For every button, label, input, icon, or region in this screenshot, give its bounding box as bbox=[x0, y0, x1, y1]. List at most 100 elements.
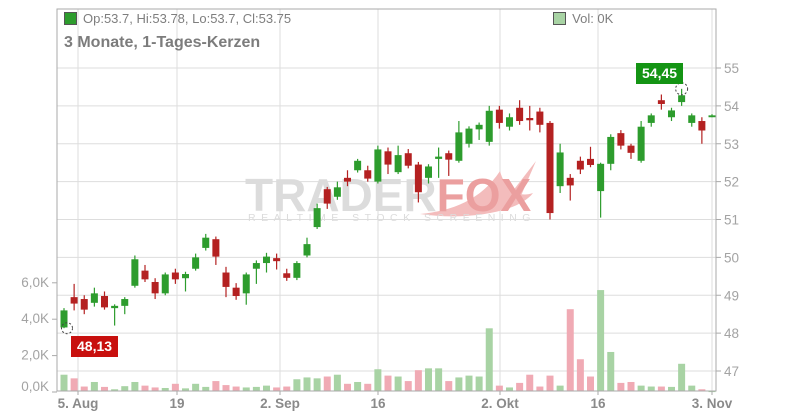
candle[interactable] bbox=[637, 126, 645, 161]
candle[interactable] bbox=[688, 115, 696, 123]
candle[interactable] bbox=[647, 115, 655, 123]
volume-bar[interactable] bbox=[657, 386, 665, 391]
candle[interactable] bbox=[536, 111, 544, 125]
volume-bar[interactable] bbox=[364, 383, 372, 391]
volume-bar[interactable] bbox=[182, 388, 189, 391]
candle[interactable] bbox=[313, 208, 321, 228]
volume-bar[interactable] bbox=[313, 378, 321, 391]
volume-bar[interactable] bbox=[374, 369, 382, 391]
candle[interactable] bbox=[445, 153, 453, 160]
volume-bar[interactable] bbox=[151, 387, 159, 391]
volume-bar[interactable] bbox=[414, 370, 422, 391]
volume-bar[interactable] bbox=[465, 375, 473, 391]
candle[interactable] bbox=[273, 258, 281, 262]
candle[interactable] bbox=[526, 117, 534, 121]
volume-bar[interactable] bbox=[627, 381, 635, 391]
candle[interactable] bbox=[657, 100, 665, 104]
volume-bar[interactable] bbox=[384, 375, 392, 391]
candle[interactable] bbox=[202, 237, 210, 248]
candle[interactable] bbox=[141, 270, 149, 280]
volume-bar[interactable] bbox=[536, 386, 544, 391]
volume-bar[interactable] bbox=[60, 374, 68, 391]
volume-bar[interactable] bbox=[242, 387, 250, 391]
volume-bar[interactable] bbox=[556, 385, 564, 391]
candle[interactable] bbox=[263, 256, 270, 264]
volume-bar[interactable] bbox=[566, 309, 574, 391]
candle[interactable] bbox=[192, 257, 200, 269]
volume-bar[interactable] bbox=[131, 381, 139, 391]
volume-bar[interactable] bbox=[668, 386, 675, 391]
volume-bar[interactable] bbox=[90, 381, 98, 391]
candle[interactable] bbox=[475, 124, 483, 130]
volume-bar[interactable] bbox=[485, 328, 493, 391]
candle[interactable] bbox=[566, 177, 574, 186]
volume-bar[interactable] bbox=[435, 368, 443, 391]
volume-bar[interactable] bbox=[323, 376, 331, 391]
candle[interactable] bbox=[323, 189, 331, 204]
candle[interactable] bbox=[90, 293, 98, 303]
volume-bar[interactable] bbox=[354, 381, 362, 391]
volume-bar[interactable] bbox=[303, 377, 311, 391]
volume-bar[interactable] bbox=[161, 387, 169, 391]
volume-bar[interactable] bbox=[344, 383, 351, 391]
volume-bar[interactable] bbox=[445, 381, 453, 391]
volume-bar[interactable] bbox=[70, 378, 78, 391]
candle[interactable] bbox=[111, 305, 119, 309]
candle[interactable] bbox=[394, 155, 402, 173]
volume-bar[interactable] bbox=[576, 359, 584, 391]
volume-bar[interactable] bbox=[293, 379, 301, 391]
candle[interactable] bbox=[546, 122, 554, 214]
candle[interactable] bbox=[364, 170, 372, 179]
candle[interactable] bbox=[182, 274, 189, 279]
candle[interactable] bbox=[131, 259, 139, 286]
candle[interactable] bbox=[60, 310, 68, 328]
volume-bar[interactable] bbox=[637, 385, 645, 391]
volume-bar[interactable] bbox=[425, 368, 432, 391]
volume-bar[interactable] bbox=[394, 376, 402, 391]
candle[interactable] bbox=[668, 110, 675, 118]
volume-bar[interactable] bbox=[516, 382, 524, 391]
candle[interactable] bbox=[121, 299, 129, 306]
candle[interactable] bbox=[151, 281, 159, 294]
candle[interactable] bbox=[80, 299, 88, 310]
volume-bar[interactable] bbox=[597, 290, 605, 391]
volume-bar[interactable] bbox=[475, 376, 483, 391]
candle[interactable] bbox=[516, 107, 524, 122]
volume-bar[interactable] bbox=[617, 382, 625, 391]
candle[interactable] bbox=[607, 136, 615, 164]
candle[interactable] bbox=[556, 152, 564, 187]
candle[interactable] bbox=[232, 287, 240, 297]
volume-bar[interactable] bbox=[252, 386, 260, 391]
candle[interactable] bbox=[283, 273, 291, 278]
candle[interactable] bbox=[698, 121, 706, 131]
candle[interactable] bbox=[171, 272, 179, 280]
candle[interactable] bbox=[212, 239, 220, 257]
volume-bar[interactable] bbox=[212, 381, 220, 391]
volume-bar[interactable] bbox=[111, 389, 119, 391]
volume-bar[interactable] bbox=[506, 387, 513, 391]
candle[interactable] bbox=[678, 95, 686, 103]
volume-bar[interactable] bbox=[283, 386, 291, 391]
candle[interactable] bbox=[485, 110, 493, 142]
volume-bar[interactable] bbox=[80, 386, 88, 391]
volume-bar[interactable] bbox=[192, 383, 200, 391]
candle[interactable] bbox=[414, 164, 422, 193]
volume-bar[interactable] bbox=[121, 386, 129, 391]
candle[interactable] bbox=[354, 160, 362, 171]
candle[interactable] bbox=[506, 117, 513, 127]
volume-bar[interactable] bbox=[647, 386, 655, 391]
volume-bar[interactable] bbox=[495, 385, 503, 391]
candle[interactable] bbox=[252, 263, 260, 269]
candle[interactable] bbox=[161, 274, 169, 294]
volume-bar[interactable] bbox=[222, 385, 230, 391]
candle[interactable] bbox=[435, 156, 443, 159]
volume-bar[interactable] bbox=[455, 377, 463, 391]
volume-bar[interactable] bbox=[273, 387, 281, 391]
candle[interactable] bbox=[495, 109, 503, 123]
candle[interactable] bbox=[587, 158, 594, 165]
candle[interactable] bbox=[374, 149, 382, 182]
candle[interactable] bbox=[617, 133, 625, 146]
volume-bar[interactable] bbox=[546, 375, 554, 391]
volume-bar[interactable] bbox=[101, 386, 108, 391]
volume-bar[interactable] bbox=[202, 386, 210, 391]
